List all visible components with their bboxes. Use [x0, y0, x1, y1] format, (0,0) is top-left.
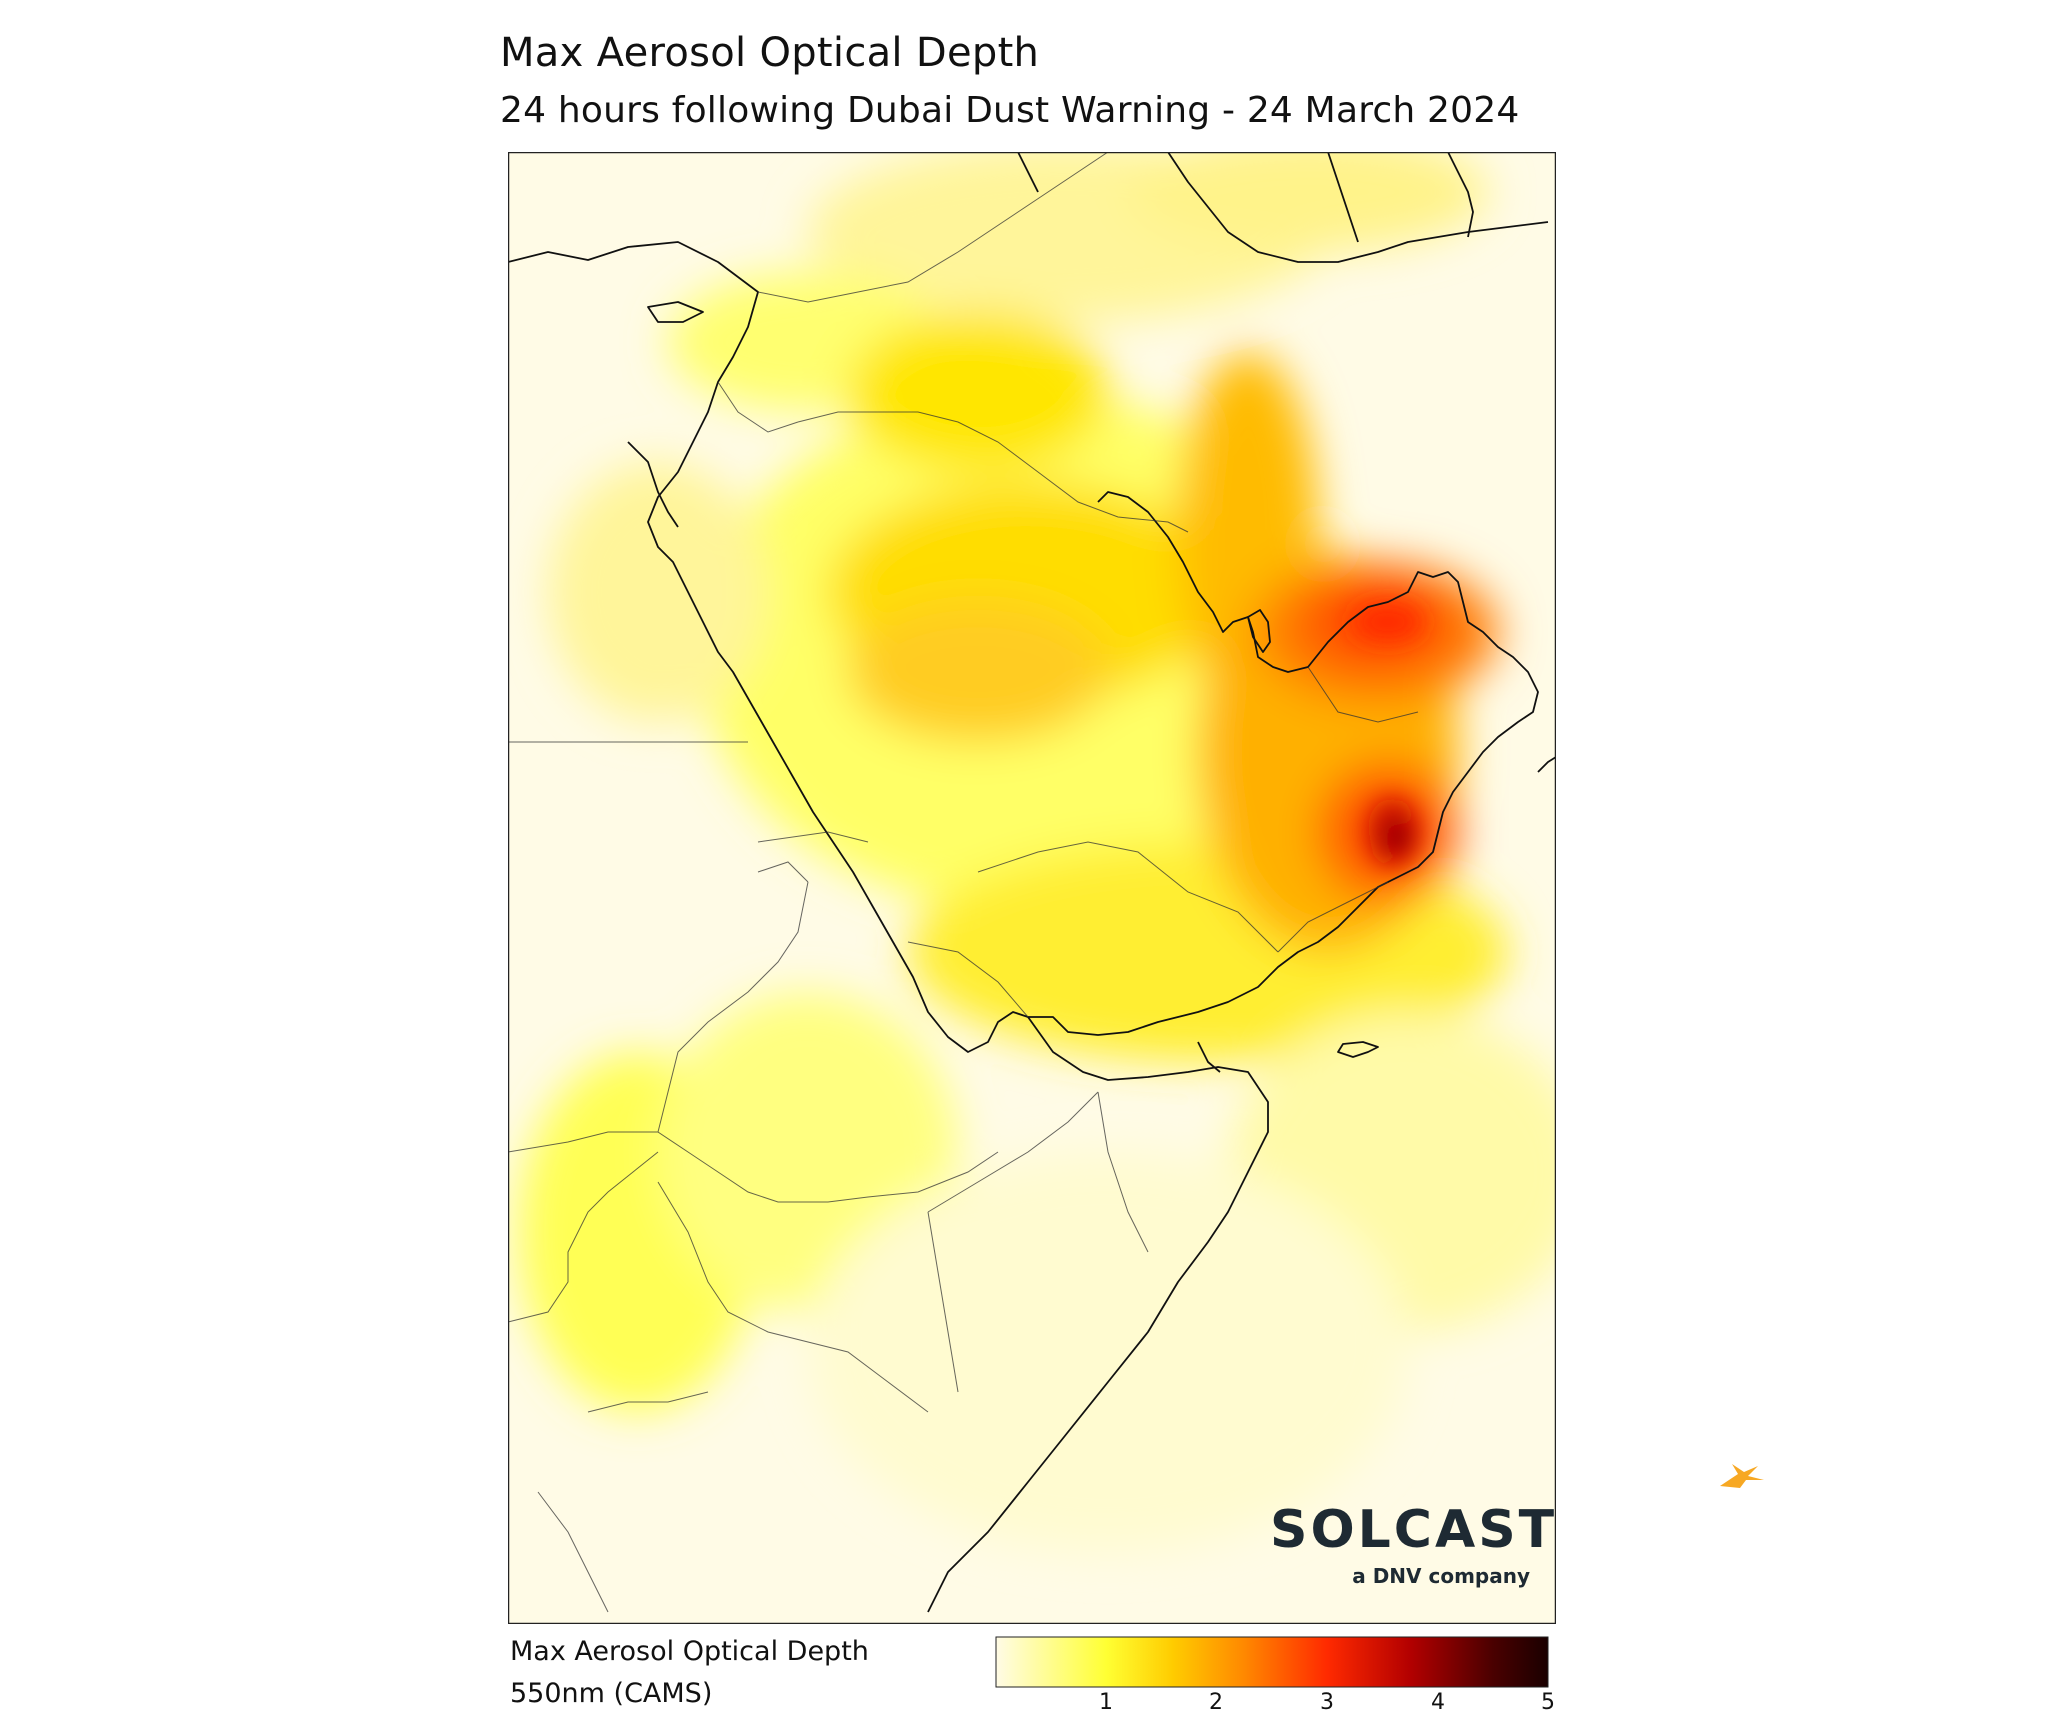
coastlines	[508, 152, 1556, 1613]
borders	[508, 152, 1419, 1613]
colorbar-gradient	[995, 1636, 1549, 1688]
sun-icon	[1720, 1464, 1764, 1488]
page-subtitle: 24 hours following Dubai Dust Warning - …	[500, 90, 1520, 131]
page-title: Max Aerosol Optical Depth	[500, 30, 1040, 76]
colorbar-tick-5: 5	[1541, 1690, 1555, 1715]
aod-map	[508, 152, 1556, 1624]
colorbar	[995, 1636, 1549, 1688]
brand-name: SOLCAST	[1270, 1500, 1558, 1560]
brand-tagline: a DNV company	[1352, 1564, 1530, 1588]
aerosol-core	[1354, 604, 1422, 866]
legend-title: Max Aerosol Optical Depth	[510, 1636, 869, 1667]
brand-logo: SOLCAST a DNV company	[1270, 1500, 1558, 1588]
aerosol-field	[518, 152, 1556, 1552]
legend-subtitle: 550nm (CAMS)	[510, 1678, 713, 1709]
colorbar-tick-4: 4	[1431, 1690, 1445, 1715]
colorbar-tick-1: 1	[1099, 1690, 1113, 1715]
map-frame	[508, 152, 1556, 1624]
colorbar-tick-3: 3	[1320, 1690, 1334, 1715]
colorbar-tick-2: 2	[1209, 1690, 1223, 1715]
